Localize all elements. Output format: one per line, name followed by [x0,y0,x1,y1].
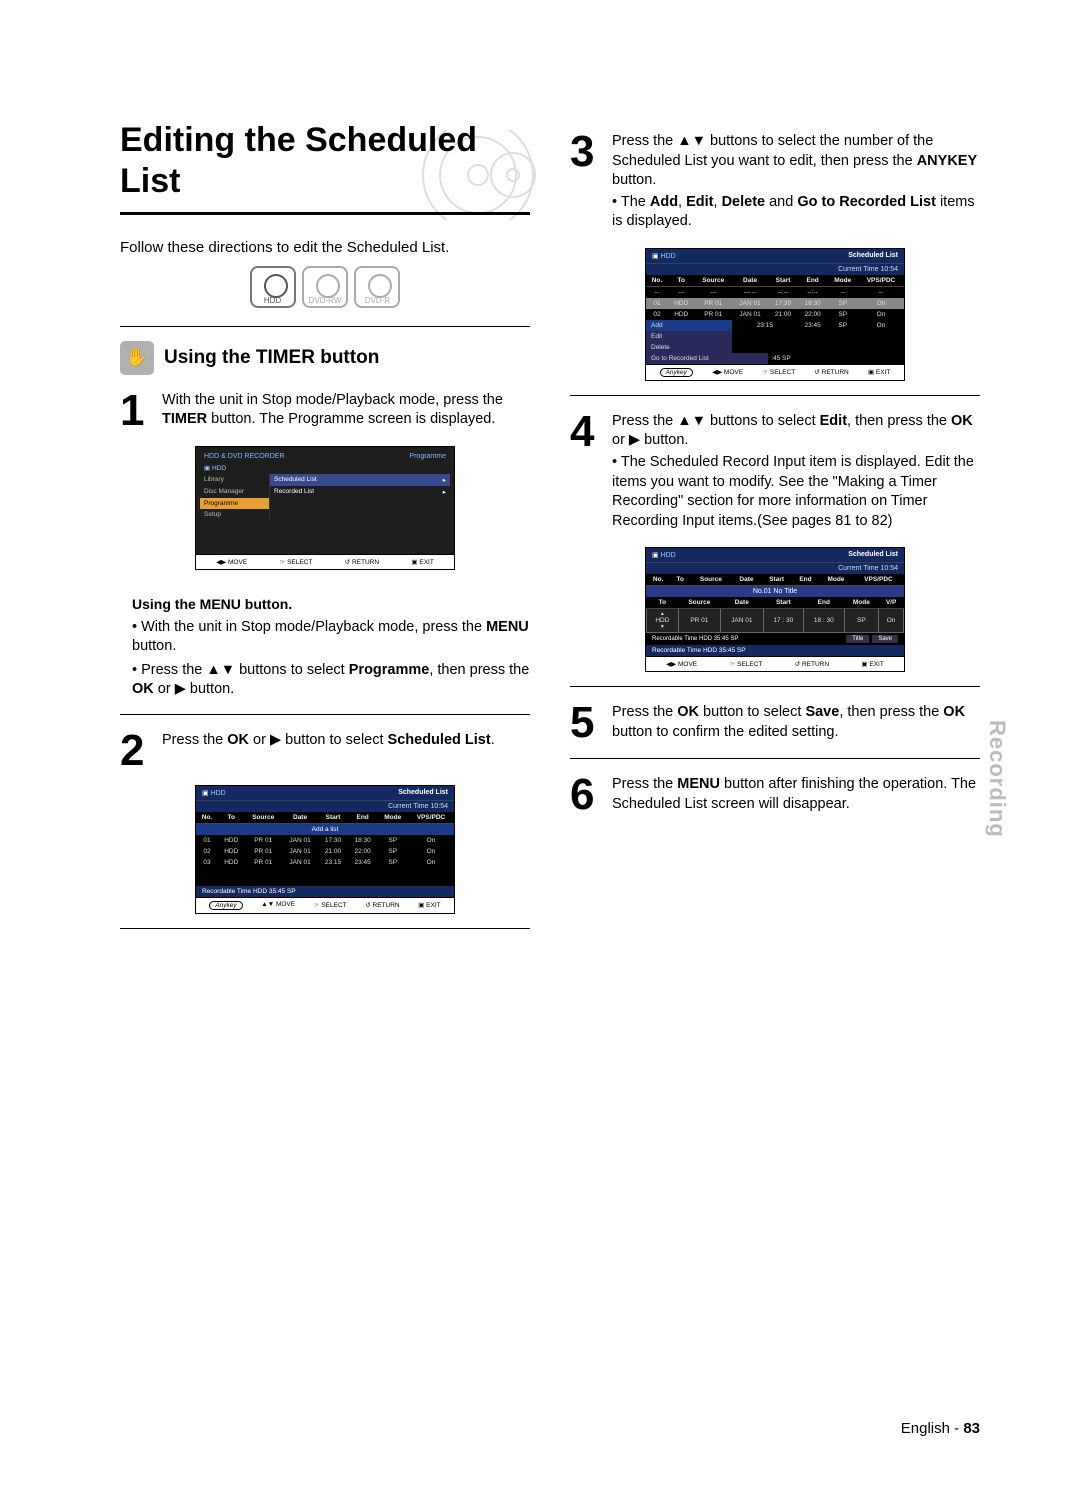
page-number: English - 83 [901,1420,980,1437]
bullet-1: With the unit in Stop mode/Playback mode… [132,618,530,657]
step-number: 6 [570,775,602,816]
step-number: 5 [570,703,602,744]
programme-screen: HDD & DVD RECORDER Programme ▣ HDD Libra… [195,446,455,570]
option-scheduled-list: Scheduled List [274,476,317,484]
edit-input-screen: ▣ HDDScheduled List Current Time 10:54 N… [645,547,905,672]
menu-programme: Programme [200,498,270,509]
option-recorded-list: Recorded List [274,488,314,496]
step-number: 1 [120,391,152,432]
save-button: Save [872,635,898,643]
footer-select: ☞ SELECT [279,558,312,566]
step-1: 1 With the unit in Stop mode/Playback mo… [120,389,530,432]
screen-title: Scheduled List [398,789,448,797]
footer-return: ↺ RETURN [345,558,379,566]
step-text: With the unit in Stop mode/Playback mode… [162,391,530,430]
step-bullet: The Scheduled Record Input item is displ… [612,453,980,531]
step-number: 3 [570,132,602,234]
step-number: 4 [570,412,602,533]
title-button: Title [846,635,869,643]
step-3: 3 Press the ▲▼ buttons to select the num… [570,130,980,234]
no01-bar: No.01 No Title [646,586,904,597]
add-a-list-row: Add a list [196,823,454,835]
section-heading: ✋ Using the TIMER button [120,341,530,375]
step-text: Press the ▲▼ buttons to select the numbe… [612,132,980,191]
step-text: Press the MENU button after finishing th… [612,775,980,814]
section-heading-text: Using the TIMER button [164,347,379,369]
recordable-time: Recordable Time HDD 35:45 SP [196,886,454,897]
menu-library: Library [200,474,270,486]
dvd-r-icon: DVD-R [354,266,400,308]
step-bullet: The Add, Edit, Delete and Go to Recorded… [612,193,980,232]
anykey-menu-screen: ▣ HDDScheduled List Current Time 10:54 N… [645,248,905,381]
anykey-add: Add [646,320,732,331]
hand-icon: ✋ [120,341,154,375]
hdd-icon: HDD [250,266,296,308]
intro-text: Follow these directions to edit the Sche… [120,239,530,256]
step-text: Press the OK button to select Save, then… [612,703,980,742]
footer-exit: ▣ EXIT [411,558,433,566]
scheduled-list-screen: ▣ HDDScheduled List Current Time 10:54 N… [195,785,455,914]
screen-rlabel: Programme [409,453,446,460]
disc-type-icons: HDD DVD-RW DVD-R [120,266,530,308]
step-6: 6 Press the MENU button after finishing … [570,773,980,816]
menu-disc-manager: Disc Manager [200,486,270,498]
side-tab: Recording [984,720,1010,838]
anykey-goto: Go to Recorded List [646,353,768,364]
page-title: Editing the Scheduled List [120,120,530,202]
anykey-delete: Delete [646,342,732,353]
step-number: 2 [120,731,152,771]
step-text: Press the ▲▼ buttons to select Edit, the… [612,412,980,451]
sub-heading: Using the MENU button. [132,596,530,612]
menu-setup: Setup [200,509,270,520]
step-4: 4 Press the ▲▼ buttons to select Edit, t… [570,410,980,533]
right-column: 3 Press the ▲▼ buttons to select the num… [570,120,980,943]
scheduled-table: No.ToSourceDateStartEndModeVPS/PDC Add a… [196,812,454,868]
current-time: Current Time 10:54 [196,801,454,812]
footer-move: ◀▶ MOVE [216,558,247,566]
anykey-pill: Anykey [209,901,242,910]
recordable-time-2: Recordable Time HDD 35:45 SP [652,636,738,642]
anykey-edit: Edit [646,331,732,342]
dvd-rw-icon: DVD-RW [302,266,348,308]
step-text: Press the OK or ▶ button to select Sched… [162,731,495,751]
step-2: 2 Press the OK or ▶ button to select Sch… [120,729,530,771]
step-5: 5 Press the OK button to select Save, th… [570,701,980,744]
screen-header: HDD & DVD RECORDER [204,453,285,460]
title-box: Editing the Scheduled List [120,120,530,215]
bullet-2: Press the ▲▼ buttons to select Programme… [132,661,530,700]
left-column: Editing the Scheduled List Follow these … [120,120,530,943]
